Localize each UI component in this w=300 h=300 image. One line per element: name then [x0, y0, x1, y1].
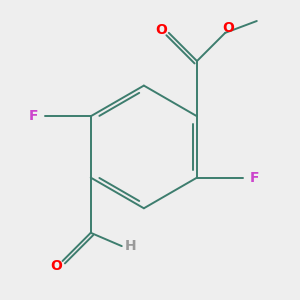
Text: O: O: [50, 259, 62, 273]
Text: F: F: [29, 109, 38, 123]
Text: F: F: [249, 171, 259, 184]
Text: O: O: [222, 21, 234, 35]
Text: H: H: [125, 239, 137, 253]
Text: O: O: [155, 23, 167, 37]
